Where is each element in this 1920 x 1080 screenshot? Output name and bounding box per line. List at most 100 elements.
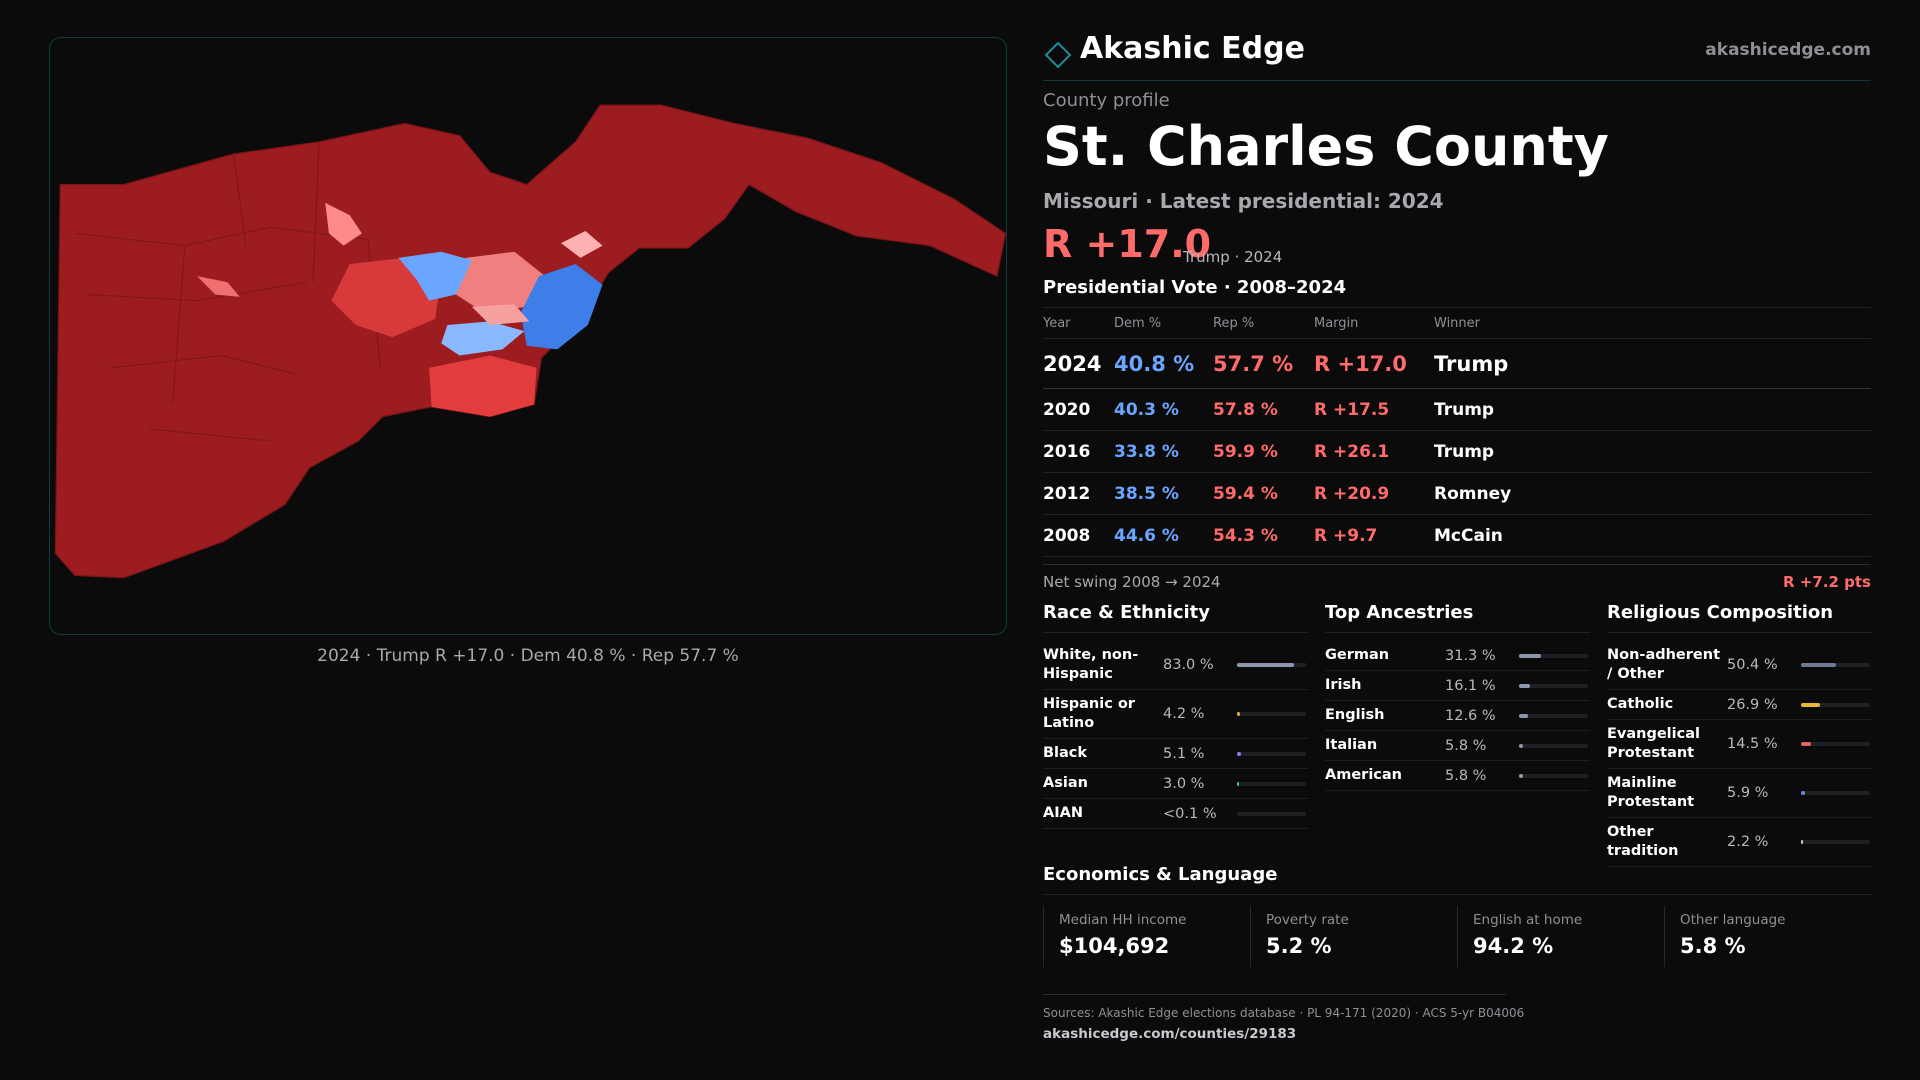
stat-label: German <box>1325 647 1390 663</box>
stat-value: 3.0 % <box>1163 775 1205 792</box>
bar-track <box>1237 712 1306 716</box>
divider <box>1043 894 1871 895</box>
econ-value: 94.2 % <box>1473 934 1554 958</box>
precinct-blue <box>398 251 472 301</box>
econ-label: English at home <box>1473 912 1583 928</box>
stat-label: Other tradition <box>1607 824 1679 859</box>
county-title: St. Charles County <box>1043 115 1609 178</box>
stat-row: Asian 3.0 % <box>1043 769 1308 799</box>
url[interactable]: akashicedge.com/counties/29183 <box>1043 1026 1297 1042</box>
column-header: Dem % <box>1114 315 1162 331</box>
bar-track <box>1519 653 1588 658</box>
bar-track <box>1519 743 1588 748</box>
dem-pct: 33.8 % <box>1114 441 1179 462</box>
year: 2008 <box>1043 525 1091 546</box>
bar-track <box>1237 781 1306 786</box>
bar-track <box>1519 713 1588 718</box>
stat-value: 12.6 % <box>1445 707 1496 724</box>
bar <box>1801 840 1803 844</box>
bar <box>1519 743 1523 748</box>
bar-track <box>1237 751 1306 756</box>
stat-row: German 31.3 % <box>1325 641 1590 671</box>
divider <box>1043 307 1871 308</box>
stat-label: English <box>1325 707 1385 723</box>
subtitle: Missouri · Latest presidential: 2024 <box>1043 189 1444 213</box>
stat-row: Mainline Protestant 5.9 % <box>1607 769 1872 818</box>
domain[interactable]: akashicedge.com <box>1705 40 1871 60</box>
year: 2016 <box>1043 441 1091 462</box>
stat-row: AIAN <0.1 % <box>1043 799 1308 829</box>
precinct-pink <box>197 276 240 297</box>
precinct-blue <box>520 263 603 350</box>
stat-label: Mainline Protestant <box>1607 775 1695 810</box>
econ-value: 5.8 % <box>1680 934 1746 958</box>
econ-item: Other language 5.8 % <box>1664 906 1871 967</box>
econ-item: English at home 94.2 % <box>1457 906 1664 967</box>
table-row: 2008 44.6 % 54.3 % R +9.7 McCain <box>1043 515 1871 557</box>
margin: R +17.0 <box>1314 351 1407 376</box>
bar <box>1519 683 1531 688</box>
stat-row: Catholic 26.9 % <box>1607 690 1872 720</box>
stat-value: 4.2 % <box>1163 706 1205 722</box>
divider <box>1043 80 1871 81</box>
stat-label: Non-adherent / Other <box>1607 647 1720 682</box>
headline-margin: R +17.0 <box>1043 222 1212 266</box>
stat-label: White, non-Hispanic <box>1043 647 1139 682</box>
stat-row: Evangelical Protestant 14.5 % <box>1607 720 1872 769</box>
divider <box>1043 994 1506 995</box>
bar <box>1801 791 1806 795</box>
margin: R +9.7 <box>1314 525 1378 546</box>
sources: Sources: Akashic Edge elections database… <box>1043 1006 1525 1020</box>
vote-table: Year Dem % Rep % Margin Winner 2024 40.8 % 57.7… <box>1043 308 1871 557</box>
map-caption: 2024 · Trump R +17.0 · Dem 40.8 % · Rep … <box>317 646 739 666</box>
rep-pct: 57.8 % <box>1213 399 1278 420</box>
bar-track <box>1801 742 1870 746</box>
eyebrow: County profile <box>1043 90 1170 111</box>
stat-value: 5.1 % <box>1163 745 1205 762</box>
stat-value: <0.1 % <box>1163 805 1217 822</box>
precinct-lines <box>74 141 381 442</box>
econ-value: $104,692 <box>1059 934 1170 958</box>
margin: R +20.9 <box>1314 483 1390 504</box>
precinct-pink <box>455 251 546 313</box>
precinct-pink <box>471 304 530 326</box>
stat-row: Italian 5.8 % <box>1325 731 1590 761</box>
stat-value: 5.9 % <box>1727 785 1769 801</box>
bar-track <box>1801 791 1870 795</box>
econ-title: Economics & Language <box>1043 864 1278 885</box>
winner: Trump <box>1434 441 1495 462</box>
econ-label: Other language <box>1680 912 1786 928</box>
section-title: Top Ancestries <box>1325 600 1590 633</box>
divider <box>1043 564 1871 565</box>
stat-value: 31.3 % <box>1445 647 1496 664</box>
winner: Romney <box>1434 483 1512 504</box>
brand: Akashic Edge <box>1080 31 1305 66</box>
margin-note: Trump · 2024 <box>1183 248 1283 266</box>
section: Top Ancestries German 31.3 % Irish 16.1 % Eng… <box>1325 600 1590 791</box>
logo-diamond <box>1044 41 1072 69</box>
bar <box>1519 653 1541 658</box>
winner: Trump <box>1434 399 1495 420</box>
rep-pct: 59.4 % <box>1213 483 1278 504</box>
bar <box>1237 751 1241 756</box>
section: Religious Composition Non-adherent / Othe… <box>1607 600 1872 867</box>
bar <box>1801 663 1836 667</box>
stat-value: 83.0 % <box>1163 657 1214 673</box>
section-title: Race & Ethnicity <box>1043 600 1308 633</box>
table-header: Year Dem % Rep % Margin Winner <box>1043 308 1871 339</box>
year: 2020 <box>1043 399 1091 420</box>
map-panel <box>49 37 1007 635</box>
column-header: Winner <box>1434 315 1481 331</box>
swing-label: Net swing 2008 → 2024 <box>1043 573 1221 591</box>
stat-row: Non-adherent / Other 50.4 % <box>1607 641 1872 690</box>
bar-track <box>1237 663 1306 667</box>
stat-label: Italian <box>1325 737 1378 753</box>
dem-pct: 40.3 % <box>1114 399 1179 420</box>
bar <box>1801 742 1811 746</box>
margin: R +26.1 <box>1314 441 1390 462</box>
bar <box>1237 781 1240 786</box>
econ-label: Median HH income <box>1059 912 1187 928</box>
bar <box>1519 713 1528 718</box>
precinct-blue <box>441 321 525 356</box>
